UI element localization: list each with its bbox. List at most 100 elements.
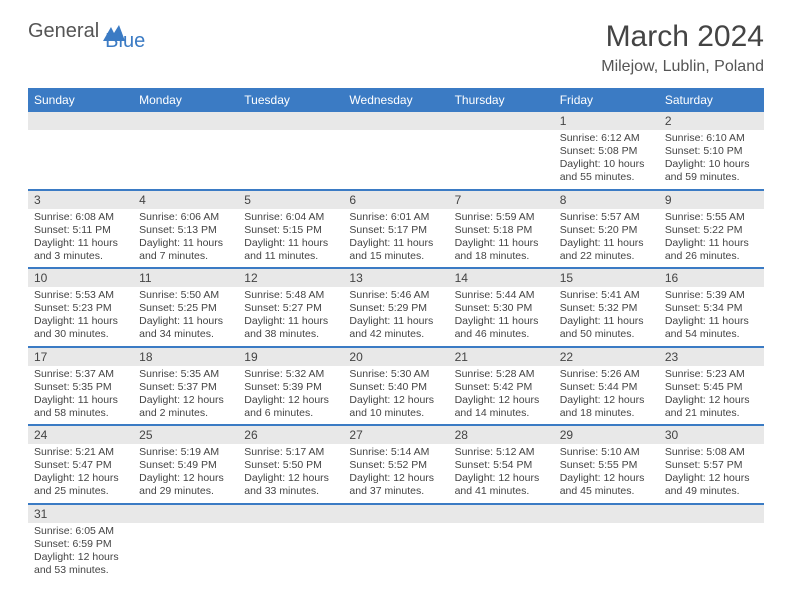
empty-cell xyxy=(28,130,133,190)
day-data: Sunrise: 5:48 AMSunset: 5:27 PMDaylight:… xyxy=(238,287,343,347)
day-number: 7 xyxy=(449,190,554,209)
sunset-line: Sunset: 5:39 PM xyxy=(244,381,337,394)
day-number: 19 xyxy=(238,347,343,366)
daylight-line: Daylight: 11 hours and 34 minutes. xyxy=(139,315,232,341)
empty-cell xyxy=(238,523,343,582)
day-number: 28 xyxy=(449,425,554,444)
sunset-line: Sunset: 5:47 PM xyxy=(34,459,127,472)
sunset-line: Sunset: 5:35 PM xyxy=(34,381,127,394)
day-number: 29 xyxy=(554,425,659,444)
logo: General Blue xyxy=(28,20,167,43)
day-data: Sunrise: 5:08 AMSunset: 5:57 PMDaylight:… xyxy=(659,444,764,504)
day-number xyxy=(343,112,448,130)
day-header: Sunday xyxy=(28,88,133,112)
day-data: Sunrise: 5:14 AMSunset: 5:52 PMDaylight:… xyxy=(343,444,448,504)
day-data: Sunrise: 5:30 AMSunset: 5:40 PMDaylight:… xyxy=(343,366,448,426)
sunset-line: Sunset: 5:50 PM xyxy=(244,459,337,472)
day-number: 9 xyxy=(659,190,764,209)
daydata-row: Sunrise: 5:53 AMSunset: 5:23 PMDaylight:… xyxy=(28,287,764,347)
sunset-line: Sunset: 5:42 PM xyxy=(455,381,548,394)
sunrise-line: Sunrise: 5:39 AM xyxy=(665,289,758,302)
sunrise-line: Sunrise: 6:08 AM xyxy=(34,211,127,224)
daylight-line: Daylight: 10 hours and 55 minutes. xyxy=(560,158,653,184)
day-number: 5 xyxy=(238,190,343,209)
daynum-row: 17181920212223 xyxy=(28,347,764,366)
day-data: Sunrise: 5:35 AMSunset: 5:37 PMDaylight:… xyxy=(133,366,238,426)
day-number: 16 xyxy=(659,268,764,287)
daydata-row: Sunrise: 6:08 AMSunset: 5:11 PMDaylight:… xyxy=(28,209,764,269)
day-number: 18 xyxy=(133,347,238,366)
sunrise-line: Sunrise: 5:10 AM xyxy=(560,446,653,459)
calendar-table: Sunday Monday Tuesday Wednesday Thursday… xyxy=(28,88,764,581)
daylight-line: Daylight: 12 hours and 53 minutes. xyxy=(34,551,127,577)
sunset-line: Sunset: 5:17 PM xyxy=(349,224,442,237)
sunrise-line: Sunrise: 5:17 AM xyxy=(244,446,337,459)
empty-cell xyxy=(554,523,659,582)
day-number xyxy=(238,112,343,130)
daydata-row: Sunrise: 6:05 AMSunset: 6:59 PMDaylight:… xyxy=(28,523,764,582)
day-number: 13 xyxy=(343,268,448,287)
daynum-row: 31 xyxy=(28,504,764,523)
sunset-line: Sunset: 5:40 PM xyxy=(349,381,442,394)
daylight-line: Daylight: 12 hours and 14 minutes. xyxy=(455,394,548,420)
day-number: 14 xyxy=(449,268,554,287)
sunset-line: Sunset: 5:15 PM xyxy=(244,224,337,237)
sunrise-line: Sunrise: 5:32 AM xyxy=(244,368,337,381)
daylight-line: Daylight: 10 hours and 59 minutes. xyxy=(665,158,758,184)
sunset-line: Sunset: 5:10 PM xyxy=(665,145,758,158)
sunset-line: Sunset: 5:37 PM xyxy=(139,381,232,394)
day-number xyxy=(133,504,238,523)
sunrise-line: Sunrise: 5:12 AM xyxy=(455,446,548,459)
daylight-line: Daylight: 12 hours and 18 minutes. xyxy=(560,394,653,420)
sunset-line: Sunset: 5:32 PM xyxy=(560,302,653,315)
sunrise-line: Sunrise: 5:14 AM xyxy=(349,446,442,459)
logo-text-b: Blue xyxy=(105,30,145,52)
daylight-line: Daylight: 12 hours and 49 minutes. xyxy=(665,472,758,498)
sunrise-line: Sunrise: 6:06 AM xyxy=(139,211,232,224)
daylight-line: Daylight: 11 hours and 15 minutes. xyxy=(349,237,442,263)
empty-cell xyxy=(343,523,448,582)
day-header: Wednesday xyxy=(343,88,448,112)
sunrise-line: Sunrise: 5:48 AM xyxy=(244,289,337,302)
day-data: Sunrise: 5:28 AMSunset: 5:42 PMDaylight:… xyxy=(449,366,554,426)
day-data: Sunrise: 5:19 AMSunset: 5:49 PMDaylight:… xyxy=(133,444,238,504)
sunset-line: Sunset: 5:23 PM xyxy=(34,302,127,315)
day-data: Sunrise: 5:41 AMSunset: 5:32 PMDaylight:… xyxy=(554,287,659,347)
daylight-line: Daylight: 12 hours and 41 minutes. xyxy=(455,472,548,498)
day-number: 27 xyxy=(343,425,448,444)
sunrise-line: Sunrise: 6:04 AM xyxy=(244,211,337,224)
day-number: 30 xyxy=(659,425,764,444)
sunset-line: Sunset: 5:57 PM xyxy=(665,459,758,472)
sunset-line: Sunset: 5:54 PM xyxy=(455,459,548,472)
daylight-line: Daylight: 11 hours and 18 minutes. xyxy=(455,237,548,263)
day-number: 10 xyxy=(28,268,133,287)
sunrise-line: Sunrise: 5:08 AM xyxy=(665,446,758,459)
sunrise-line: Sunrise: 5:23 AM xyxy=(665,368,758,381)
sunset-line: Sunset: 5:34 PM xyxy=(665,302,758,315)
day-number xyxy=(28,112,133,130)
day-number: 21 xyxy=(449,347,554,366)
sunset-line: Sunset: 5:13 PM xyxy=(139,224,232,237)
sunset-line: Sunset: 5:22 PM xyxy=(665,224,758,237)
daylight-line: Daylight: 11 hours and 42 minutes. xyxy=(349,315,442,341)
empty-cell xyxy=(238,130,343,190)
day-number: 4 xyxy=(133,190,238,209)
day-data: Sunrise: 5:23 AMSunset: 5:45 PMDaylight:… xyxy=(659,366,764,426)
daylight-line: Daylight: 11 hours and 54 minutes. xyxy=(665,315,758,341)
day-number: 6 xyxy=(343,190,448,209)
day-number xyxy=(554,504,659,523)
day-number: 31 xyxy=(28,504,133,523)
month-title: March 2024 xyxy=(601,20,764,54)
header: General Blue March 2024 Milejow, Lublin,… xyxy=(28,20,764,76)
daylight-line: Daylight: 12 hours and 37 minutes. xyxy=(349,472,442,498)
empty-cell xyxy=(449,523,554,582)
day-data: Sunrise: 6:08 AMSunset: 5:11 PMDaylight:… xyxy=(28,209,133,269)
sunrise-line: Sunrise: 5:30 AM xyxy=(349,368,442,381)
day-number xyxy=(449,504,554,523)
daylight-line: Daylight: 11 hours and 58 minutes. xyxy=(34,394,127,420)
sunrise-line: Sunrise: 5:55 AM xyxy=(665,211,758,224)
day-number: 8 xyxy=(554,190,659,209)
daylight-line: Daylight: 12 hours and 10 minutes. xyxy=(349,394,442,420)
sunset-line: Sunset: 5:45 PM xyxy=(665,381,758,394)
day-header: Monday xyxy=(133,88,238,112)
